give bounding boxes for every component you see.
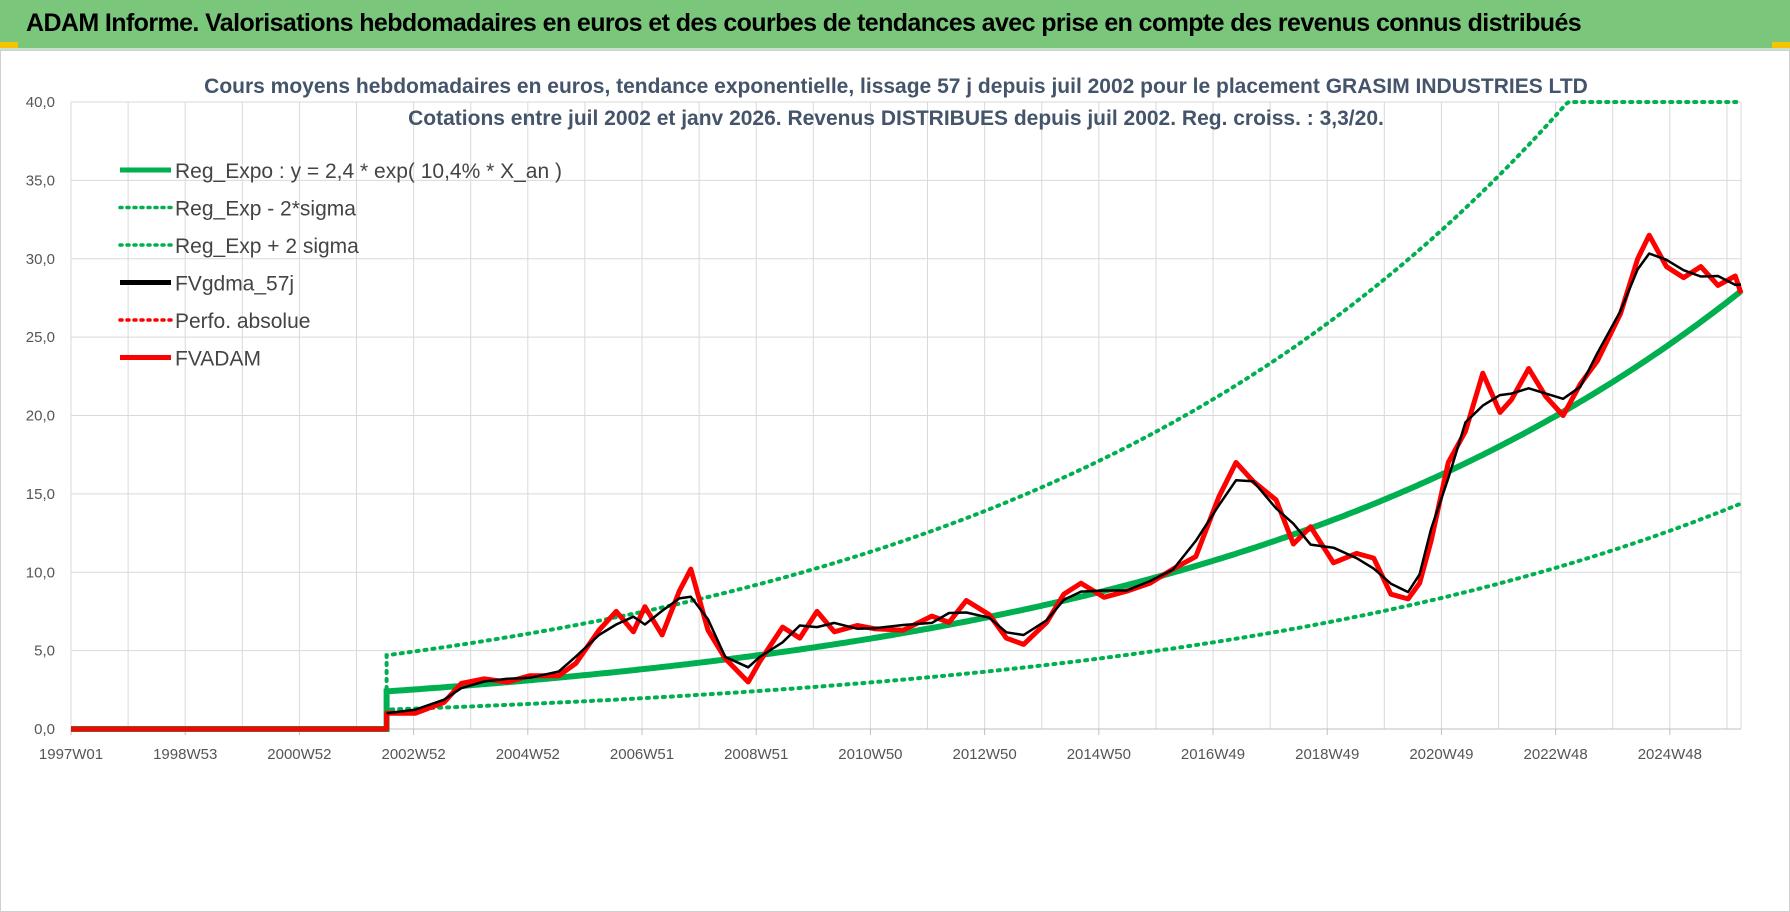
banner-title: ADAM Informe. Valorisations hebdomadaire… <box>26 9 1582 37</box>
x-tick-label: 1997W01 <box>39 746 103 763</box>
x-tick-label: 2012W50 <box>953 746 1017 763</box>
fvadam-line <box>71 232 1744 732</box>
y-tick-label: 25,0 <box>26 329 55 346</box>
y-tick-label: 5,0 <box>34 643 55 660</box>
x-tick-label: 2018W49 <box>1295 746 1359 763</box>
legend-label: Perfo. absolue <box>175 310 310 333</box>
y-tick-label: 40,0 <box>26 94 55 111</box>
x-tick-label: 2010W50 <box>838 746 902 763</box>
y-tick-label: 35,0 <box>26 172 55 189</box>
reg-expo-line <box>71 288 1743 732</box>
top-banner: ADAM Informe. Valorisations hebdomadaire… <box>0 0 1790 50</box>
corner-marker-right <box>1772 42 1790 48</box>
corner-marker-left <box>0 42 18 48</box>
chart-frame: 0,0 5,0 10,0 15,0 20,0 25,0 30,0 35,0 40,0 1997W0… <box>0 50 1790 912</box>
legend-label: Reg_Expo : y = 2,4 * exp( 10,4% * X_an ) <box>175 160 562 183</box>
chart-title: Cours moyens hebdomadaires en euros, ten… <box>204 75 1588 130</box>
x-tick-label: 2016W49 <box>1181 746 1245 763</box>
fvgdma-line <box>386 252 1742 715</box>
x-tick-label: 2002W52 <box>381 746 445 763</box>
legend-label: FVgdma_57j <box>175 273 294 296</box>
x-tick-label: 2006W51 <box>610 746 674 763</box>
y-tick-label: 30,0 <box>26 251 55 268</box>
legend-label: Reg_Exp - 2*sigma <box>175 198 356 221</box>
y-tick-label: 0,0 <box>34 721 55 738</box>
x-tick-label: 2000W52 <box>267 746 331 763</box>
series <box>71 100 1744 732</box>
x-tick-label: 2022W48 <box>1524 746 1588 763</box>
reg-plus-2sigma-line <box>384 100 1743 731</box>
legend-label: FVADAM <box>175 348 261 371</box>
x-tick-label: 2024W48 <box>1638 746 1702 763</box>
y-tick-label: 10,0 <box>26 564 55 581</box>
y-tick-label: 20,0 <box>26 408 55 425</box>
axes: 0,0 5,0 10,0 15,0 20,0 25,0 30,0 35,0 40,0 1997W0… <box>26 94 1741 763</box>
chart-title-line-2: Cotations entre juil 2002 et janv 2026. … <box>408 107 1384 130</box>
x-tick-label: 2008W51 <box>724 746 788 763</box>
legend-label: Reg_Exp + 2 sigma <box>175 235 359 258</box>
x-tick-label: 1998W53 <box>153 746 217 763</box>
x-tick-label: 2014W50 <box>1067 746 1131 763</box>
reg-minus-2sigma-line <box>384 501 1743 731</box>
x-tick-label: 2020W49 <box>1409 746 1473 763</box>
x-tick-label: 2004W52 <box>496 746 560 763</box>
line-chart: 0,0 5,0 10,0 15,0 20,0 25,0 30,0 35,0 40,0 1997W0… <box>26 75 1744 763</box>
legend: Reg_Expo : y = 2,4 * exp( 10,4% * X_an )… <box>118 160 562 371</box>
y-tick-label: 15,0 <box>26 486 55 503</box>
chart-title-line-1: Cours moyens hebdomadaires en euros, ten… <box>204 75 1588 98</box>
grid <box>70 101 1742 730</box>
